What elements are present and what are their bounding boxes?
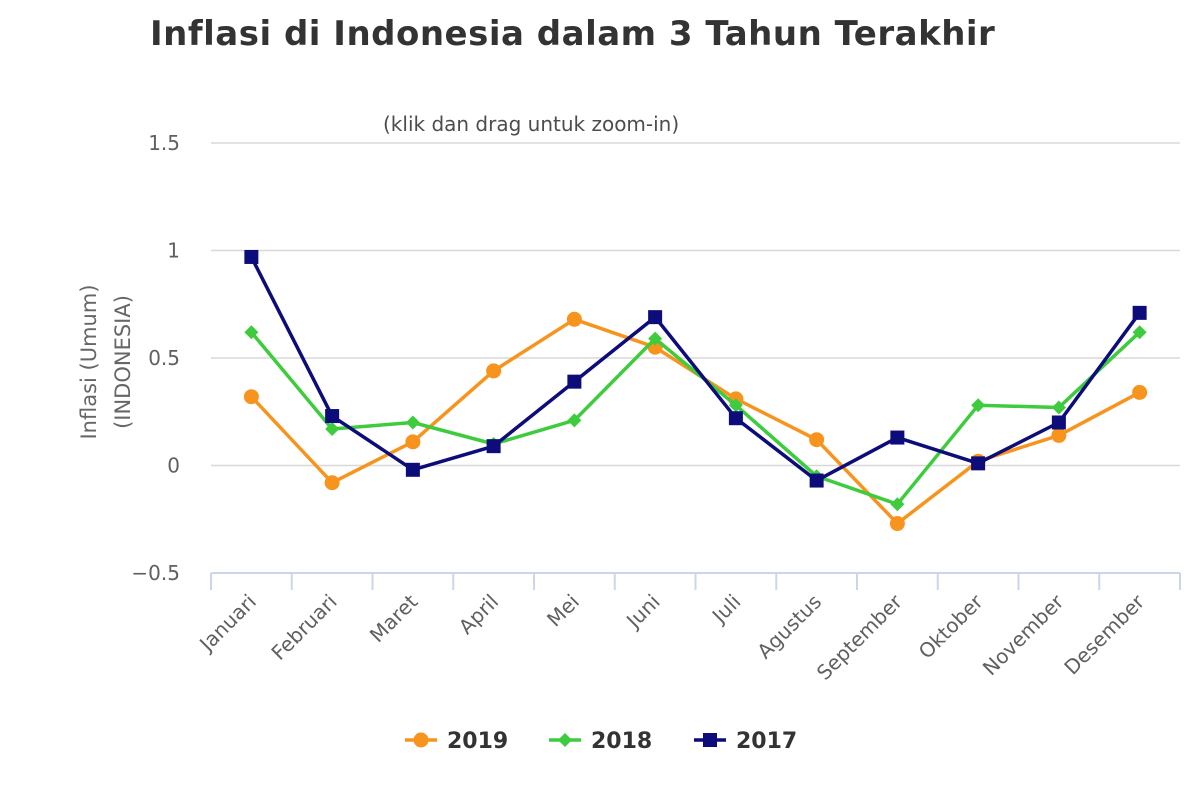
chart-title: Inflasi di Indonesia dalam 3 Tahun Terak… (150, 14, 996, 54)
x-tick-label: Maret (365, 589, 423, 647)
x-axis: Januari Februari Maret April Mei Juni Juli Agus… (193, 572, 1181, 685)
data-point-2018[interactable] (405, 415, 420, 430)
series-line-2018[interactable] (249, 330, 1142, 506)
x-tick-label: Juli (706, 590, 745, 629)
data-point-2017[interactable] (486, 439, 501, 454)
series-2019 (243, 311, 1148, 532)
series-2017 (244, 249, 1147, 488)
x-tick-label: Desember (1059, 589, 1149, 679)
data-point-2018[interactable] (1051, 400, 1066, 415)
data-point-2017[interactable] (1051, 415, 1066, 430)
x-tick-label: Januari (193, 590, 261, 658)
x-tick-label: September (812, 589, 908, 685)
y-axis-label-line-2: (INDONESIA) (111, 295, 135, 429)
x-tick-label: Oktober (914, 589, 989, 664)
data-point-2017[interactable] (405, 462, 420, 477)
data-point-2018[interactable] (648, 331, 663, 346)
data-point-2017[interactable] (1132, 305, 1147, 320)
data-point-2017[interactable] (809, 473, 824, 488)
y-tick-label: 1 (167, 239, 180, 263)
legend-marker[interactable] (413, 732, 429, 748)
y-tick-label: 1.5 (148, 131, 180, 155)
series-group (243, 249, 1148, 532)
data-point-2019[interactable] (809, 432, 825, 448)
data-point-2018[interactable] (890, 497, 905, 512)
data-point-2018[interactable] (244, 325, 259, 340)
data-point-2017[interactable] (971, 456, 986, 471)
legend[interactable]: 2019 2018 2017 (405, 729, 797, 754)
series-2018 (244, 325, 1147, 512)
data-point-2018[interactable] (325, 421, 340, 436)
chart-subtitle: (klik dan drag untuk zoom-in) (383, 112, 680, 136)
x-tick-label: Agustus (752, 590, 826, 664)
y-axis-label: Inflasi (Umum) (INDONESIA) (77, 284, 135, 439)
x-tick-label: Juni (620, 590, 664, 634)
x-tick-label: Februari (266, 590, 341, 665)
legend-label: 2018 (591, 729, 652, 754)
data-point-2019[interactable] (889, 516, 905, 532)
legend-label: 2019 (447, 729, 508, 754)
legend-label: 2017 (736, 729, 797, 754)
data-point-2018[interactable] (971, 398, 986, 413)
data-point-2019[interactable] (1051, 427, 1067, 443)
data-point-2017[interactable] (648, 310, 663, 325)
y-axis-label-line-1: Inflasi (Umum) (77, 284, 101, 439)
x-tick-label: Mei (542, 590, 584, 632)
data-point-2019[interactable] (324, 475, 340, 491)
data-point-2017[interactable] (890, 430, 905, 445)
legend-marker[interactable] (558, 733, 572, 747)
legend-marker[interactable] (703, 733, 717, 747)
x-tick-label: November (978, 589, 1069, 680)
y-axis-ticks: 1.5 1 0.5 0 −0.5 (131, 131, 180, 585)
data-point-2019[interactable] (1132, 384, 1148, 400)
data-point-2019[interactable] (566, 311, 582, 327)
series-line-2019[interactable] (249, 317, 1142, 526)
y-tick-label: −0.5 (131, 561, 180, 585)
data-point-2017[interactable] (244, 249, 259, 264)
x-tick-label: April (454, 590, 503, 639)
data-point-2017[interactable] (567, 374, 582, 389)
data-point-2017[interactable] (325, 409, 340, 424)
data-point-2019[interactable] (486, 363, 502, 379)
data-point-2018[interactable] (1132, 325, 1147, 340)
data-point-2017[interactable] (728, 411, 743, 426)
data-point-2019[interactable] (405, 434, 421, 450)
legend-item-2019[interactable]: 2019 (405, 729, 508, 754)
data-point-2018[interactable] (567, 413, 582, 428)
y-tick-label: 0 (167, 454, 180, 478)
series-line-2017[interactable] (249, 255, 1142, 483)
data-point-2018[interactable] (728, 398, 743, 413)
y-tick-label: 0.5 (148, 346, 180, 370)
grid-lines (211, 142, 1180, 467)
legend-item-2017[interactable]: 2017 (694, 729, 797, 754)
legend-item-2018[interactable]: 2018 (549, 729, 652, 754)
data-point-2019[interactable] (243, 389, 259, 405)
